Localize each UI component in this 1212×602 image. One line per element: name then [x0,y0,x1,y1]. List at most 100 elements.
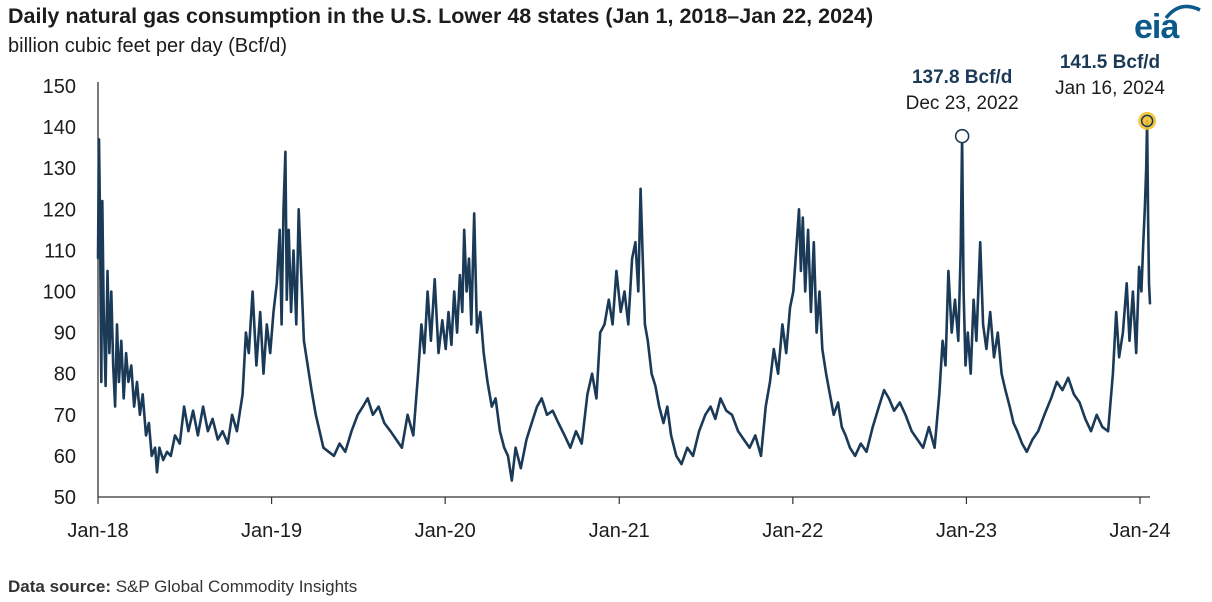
data-point [646,339,649,342]
data-point [982,323,984,326]
data-point [878,405,880,408]
data-point [725,409,728,412]
data-point [662,422,665,424]
data-point [611,323,614,326]
x-tick-label: Jan-22 [762,520,823,542]
data-point [211,418,214,420]
data-point [792,290,795,293]
data-point [760,455,762,457]
data-point [964,364,967,367]
data-point [139,413,141,416]
data-point [989,311,992,313]
annotation-date: Dec 23, 2022 [906,93,1019,114]
data-point [287,228,290,231]
data-point [112,364,115,367]
data-point [490,405,493,408]
data-point [959,249,962,252]
x-tick-label: Jan-23 [936,520,997,542]
data-point [737,430,739,433]
x-tick-label: Jan-18 [67,520,128,542]
data-point [1012,422,1015,424]
annotations-group: 137.8 Bcf/d Dec 23, 2022 141.5 Bcf/d Jan 16… [906,52,1165,144]
data-point [904,413,907,416]
data-point [433,278,436,281]
data-point [156,471,158,474]
series-group [96,119,1152,482]
data-point [969,372,972,375]
data-point [1143,208,1146,211]
data-point [928,426,930,428]
data-point [148,422,150,424]
data-point [441,319,444,322]
data-point [133,405,136,408]
data-point [985,348,988,350]
data-point [430,339,432,342]
data-point [639,187,642,190]
data-point [226,442,229,445]
data-point [607,298,610,301]
data-point [110,290,113,293]
data-point [944,364,947,367]
data-point [322,446,325,449]
data-point [837,401,839,404]
data-point [104,385,107,387]
data-point [888,397,890,400]
eia-logo: eia [1132,0,1202,48]
data-point [303,339,305,342]
data-point [494,397,497,400]
data-point [456,331,458,334]
data-point [1140,290,1143,293]
data-point [1115,311,1118,313]
data-point [785,352,788,354]
y-tick-label: 110 [44,240,76,262]
source-value: S&P Global Commodity Insights [110,577,358,596]
data-point [275,282,278,285]
data-point [871,426,874,428]
data-point [255,364,258,367]
data-point [1067,376,1070,379]
data-point [898,401,901,404]
data-point [680,463,683,465]
data-point [634,241,637,244]
data-point [395,438,398,441]
data-point [116,323,118,326]
data-point [259,311,262,313]
data-point [754,434,757,437]
data-point [262,372,265,375]
data-point [832,413,835,416]
data-point [950,331,953,334]
data-point [810,311,812,313]
data-point [1125,282,1128,285]
data-point [372,413,374,416]
data-point [641,249,644,252]
data-point [130,364,133,367]
peak-marker [954,128,970,144]
data-point [972,298,975,301]
data-point [310,389,313,391]
y-tick-label: 120 [43,199,76,221]
data-point [278,228,281,231]
data-point [290,311,292,313]
data-point [280,323,283,326]
data-point [525,438,528,441]
chart-title: Daily natural gas consumption in the U.S… [8,4,874,28]
data-point [865,450,868,453]
data-point [314,413,317,416]
data-point [540,397,543,400]
data-point [98,138,100,141]
data-point [412,434,415,437]
data-point [444,348,447,350]
data-point [247,352,250,354]
data-point [825,372,827,375]
data-point [154,446,157,449]
data-point [269,352,272,354]
data-point [362,405,364,408]
data-point [406,413,409,416]
data-point [781,323,784,326]
data-point [1025,450,1028,453]
data-point [1061,389,1064,391]
data-point [450,344,453,346]
data-point [631,257,633,260]
data-point [698,430,700,433]
data-point [666,405,669,408]
